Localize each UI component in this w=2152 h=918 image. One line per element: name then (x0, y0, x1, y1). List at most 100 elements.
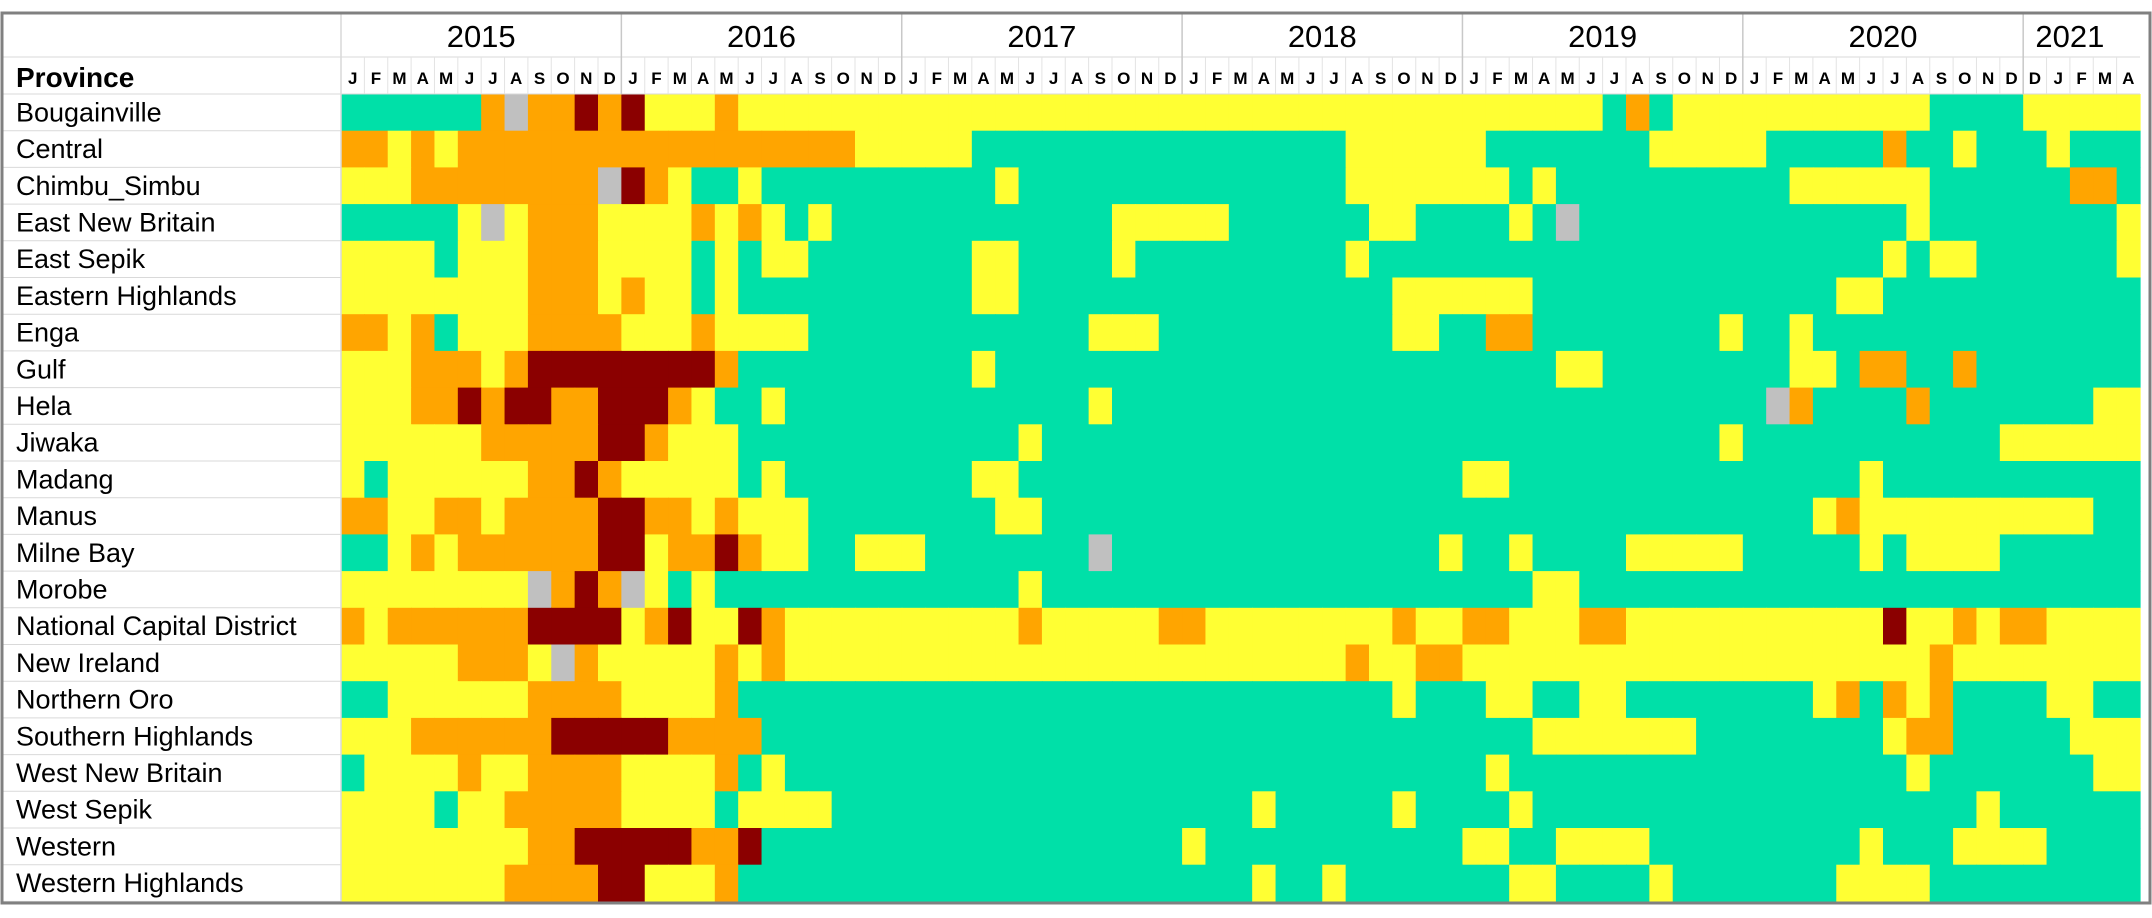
heatmap-cell (1812, 864, 1837, 902)
heatmap-cell (1415, 387, 1440, 425)
heatmap-cell (1485, 534, 1510, 572)
heatmap-cell (644, 240, 669, 279)
heatmap-cell (1392, 167, 1417, 205)
heatmap-cell (925, 681, 950, 719)
heatmap-cell (901, 571, 926, 609)
heatmap-cell (1555, 314, 1580, 352)
heatmap-cell (457, 607, 482, 646)
heatmap-cell (1602, 607, 1627, 646)
heatmap-cell (1112, 204, 1136, 242)
heatmap-cell (1205, 864, 1230, 902)
heatmap-cell (1719, 717, 1744, 756)
heatmap-cell (1883, 644, 1907, 682)
heatmap-cell (1649, 94, 1674, 132)
heatmap-cell (1112, 461, 1136, 499)
heatmap-cell (1392, 497, 1417, 535)
heatmap-cell (1883, 497, 1907, 535)
heatmap-cell (1812, 204, 1837, 242)
month-label: A (697, 69, 709, 88)
heatmap-cell (1602, 314, 1627, 352)
heatmap-cell (1626, 314, 1650, 352)
heatmap-cell (1953, 754, 1978, 792)
heatmap-cell (1345, 350, 1370, 389)
heatmap-cell (551, 681, 576, 719)
heatmap-cell (1672, 644, 1697, 682)
month-label: F (1773, 69, 1783, 88)
heatmap-cell (1859, 681, 1884, 719)
heatmap-cell (644, 571, 669, 609)
heatmap-cell (574, 864, 599, 902)
heatmap-cell (1369, 130, 1393, 168)
heatmap-cell (1462, 681, 1487, 719)
heatmap-cell (341, 497, 365, 535)
heatmap-cell (411, 204, 436, 242)
heatmap-cell (457, 534, 482, 572)
month-label: A (1632, 69, 1644, 88)
heatmap-cell (1205, 461, 1230, 499)
heatmap-cell (1041, 681, 1066, 719)
heatmap-cell (527, 607, 552, 646)
heatmap-cell (1953, 571, 1978, 609)
heatmap-cell (2093, 461, 2118, 499)
heatmap-cell (1135, 350, 1160, 389)
heatmap-cell (761, 791, 786, 829)
heatmap-cell (1345, 791, 1370, 829)
heatmap-cell (551, 94, 576, 132)
heatmap-cell (1836, 864, 1861, 902)
heatmap-cell (1742, 534, 1767, 572)
heatmap-cell (621, 607, 646, 646)
month-label: F (371, 69, 381, 88)
year-label: 2019 (1568, 19, 1637, 54)
heatmap-cell (1929, 167, 1954, 205)
heatmap-cell (1532, 350, 1557, 389)
heatmap-cell (2069, 461, 2094, 499)
heatmap-cell (2116, 828, 2141, 866)
heatmap-cell (2023, 754, 2048, 792)
heatmap-cell (971, 828, 996, 866)
heatmap-cell (738, 387, 763, 425)
heatmap-cell (2023, 240, 2048, 279)
heatmap-cell (1859, 350, 1884, 389)
province-label: National Capital District (16, 611, 297, 641)
heatmap-cell (1462, 607, 1487, 646)
heatmap-cell (1439, 350, 1464, 389)
heatmap-cell (2093, 314, 2118, 352)
heatmap-cell (434, 167, 459, 205)
heatmap-cell (1228, 387, 1253, 425)
heatmap-cell (1812, 644, 1837, 682)
heatmap-cell (551, 644, 576, 682)
heatmap-cell (1112, 167, 1136, 205)
heatmap-cell (1789, 424, 1814, 462)
heatmap-cell (1135, 167, 1160, 205)
heatmap-cell (878, 534, 903, 572)
heatmap-cell (1999, 240, 2024, 279)
heatmap-cell (1602, 350, 1627, 389)
heatmap-cell (1976, 864, 2001, 902)
heatmap-cell (995, 828, 1020, 866)
heatmap-cell (1836, 240, 1861, 279)
heatmap-cell (1532, 130, 1557, 168)
heatmap-cell (1065, 350, 1090, 389)
heatmap-cell (691, 167, 716, 205)
heatmap-cell (1555, 828, 1580, 866)
heatmap-cell (948, 314, 973, 352)
heatmap-cell (341, 864, 365, 902)
heatmap-cell (738, 350, 763, 389)
heatmap-cell (574, 497, 599, 535)
heatmap-cell (341, 94, 365, 132)
heatmap-cell (1439, 167, 1464, 205)
heatmap-cell (1485, 864, 1510, 902)
heatmap-cell (1579, 167, 1604, 205)
heatmap-cell (1649, 497, 1674, 535)
heatmap-cell (1065, 240, 1090, 279)
province-label: East New Britain (16, 208, 216, 238)
heatmap-cell (481, 461, 506, 499)
heatmap-cell (644, 864, 669, 902)
heatmap-cell (1766, 94, 1791, 132)
heatmap-cell (948, 681, 973, 719)
heatmap-cell (1672, 277, 1697, 315)
heatmap-cell (1883, 240, 1907, 279)
heatmap-cell (1719, 350, 1744, 389)
province-label: Enga (16, 318, 80, 348)
heatmap-cell (364, 167, 389, 205)
